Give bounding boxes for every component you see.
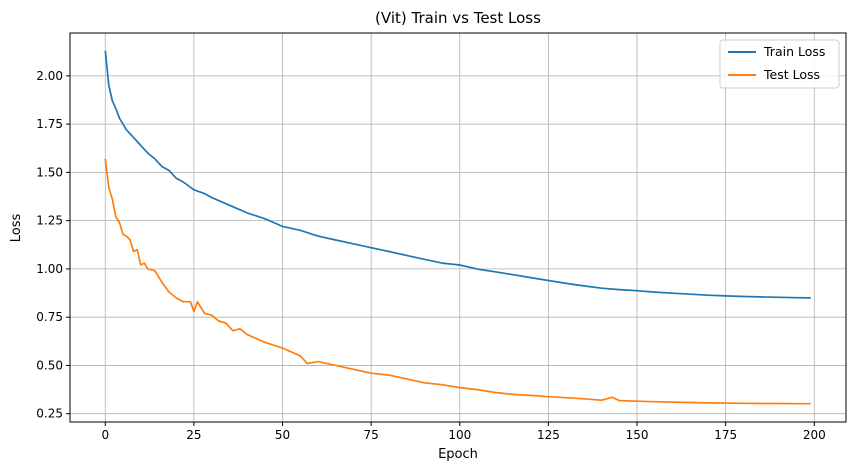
legend-label-test-loss: Test Loss [763,67,820,82]
grid [70,33,846,422]
x-tick-label: 100 [448,428,471,442]
plot-frame [69,32,847,423]
y-axis-label: Loss [9,214,24,243]
x-tick-label: 175 [714,428,737,442]
ticks: 0 25 50 75 100 125 150 175 200 0.25 0.50 0.75 1.00 1.… [36,69,825,442]
legend-label-train-loss: Train Loss [763,44,825,59]
x-tick-label: 50 [275,428,290,442]
series-lines [104,50,811,405]
y-tick-label: 0.25 [36,407,63,421]
x-tick-label: 200 [803,428,826,442]
x-tick-label: 75 [364,428,379,442]
y-tick-label: 2.00 [36,69,63,83]
y-tick-label: 0.75 [36,310,63,324]
series-line-test-loss [104,158,811,405]
y-tick-label: 1.25 [36,214,63,228]
x-tick-label: 150 [626,428,649,442]
series-line-train-loss [104,50,811,299]
x-axis-label: Epoch [438,447,478,462]
x-tick-label: 25 [186,428,201,442]
y-tick-label: 1.75 [36,117,63,131]
y-tick-label: 0.50 [36,358,63,372]
legend: Train Loss Test Loss [719,39,840,89]
y-tick-label: 1.00 [36,262,63,276]
y-tick-label: 1.50 [36,165,63,179]
x-tick-label: 0 [101,428,109,442]
chart-title: (Vit) Train vs Test Loss [375,9,541,27]
x-tick-label: 125 [537,428,560,442]
